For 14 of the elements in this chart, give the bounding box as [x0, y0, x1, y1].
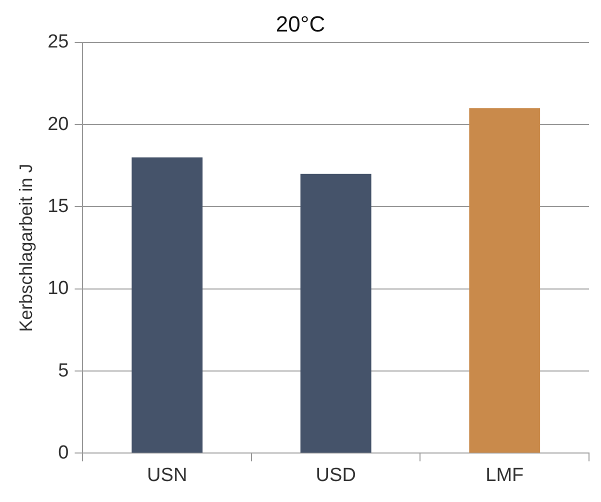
y-tick-label: 5 — [58, 360, 69, 382]
y-tick-label: 0 — [58, 442, 69, 464]
x-tick-label: USD — [316, 464, 356, 486]
x-tick-label: USN — [147, 464, 188, 486]
x-tick-label: LMF — [486, 464, 524, 486]
bar — [132, 157, 203, 453]
y-tick-label: 20 — [48, 114, 69, 135]
bar — [300, 174, 372, 453]
y-tick-label: 15 — [48, 196, 69, 217]
bar — [469, 108, 540, 453]
chart-title: 20°C — [276, 11, 326, 36]
y-axis-title: Kerbschlagarbeit in J — [16, 164, 36, 332]
y-tick-label: 25 — [48, 32, 69, 53]
y-tick-label: 10 — [48, 278, 69, 300]
